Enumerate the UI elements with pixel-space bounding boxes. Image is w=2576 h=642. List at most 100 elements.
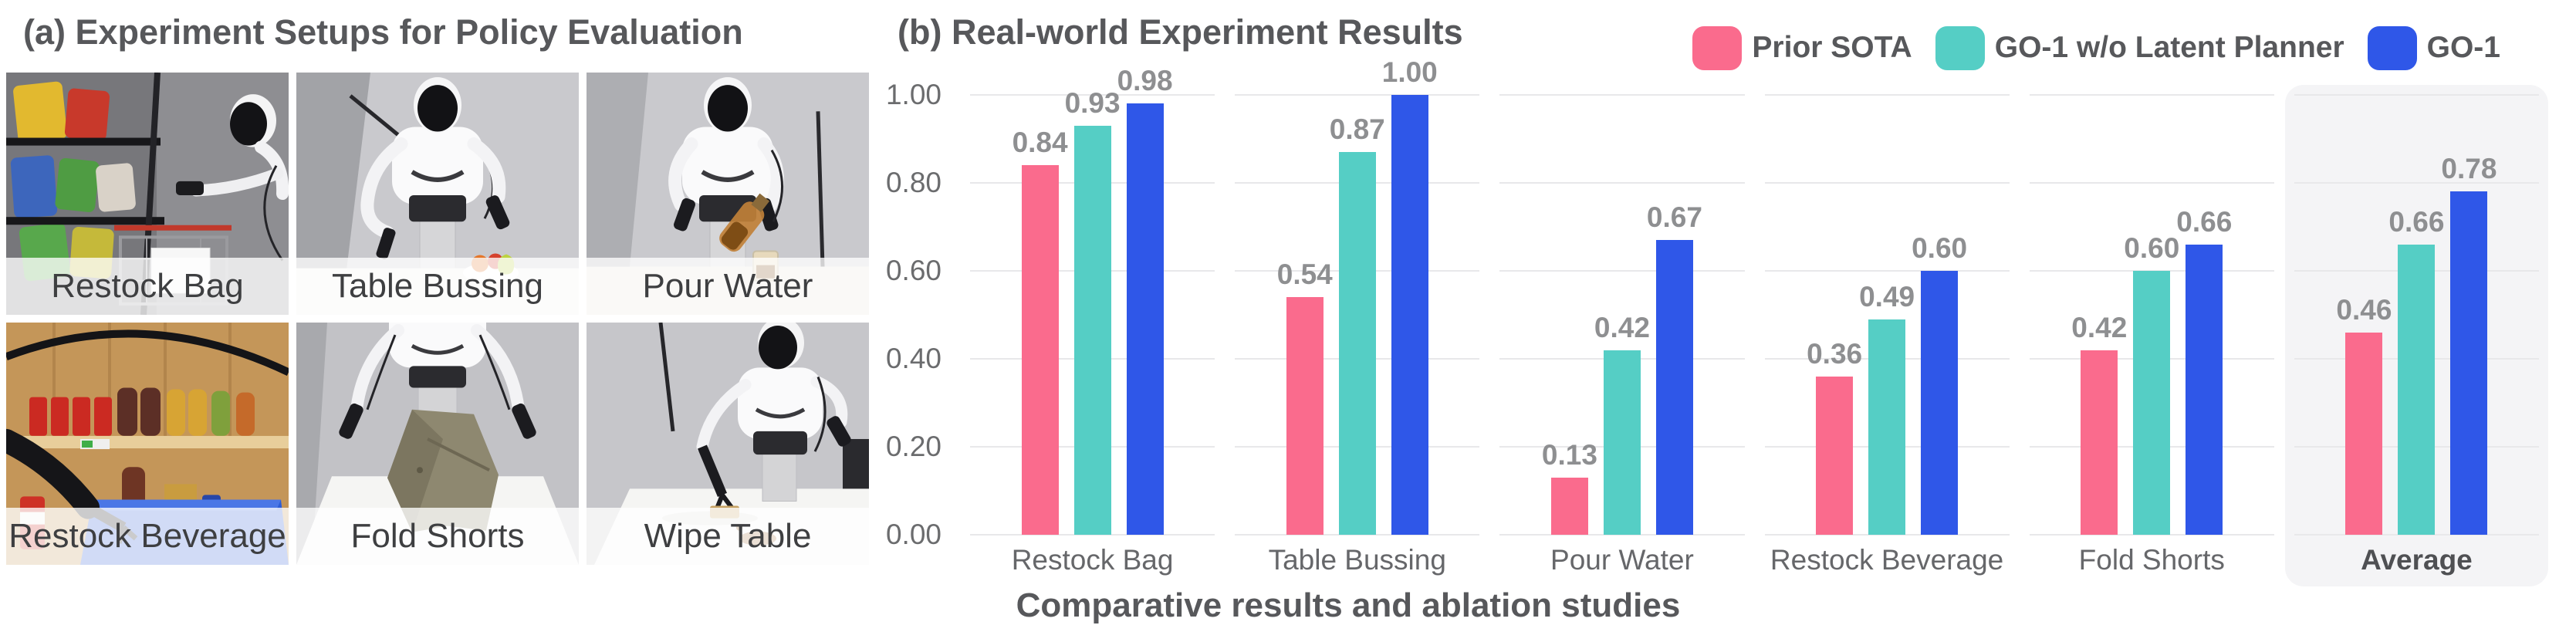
bar-prior-sota-fold-shorts: 0.42 bbox=[2071, 312, 2127, 535]
bar-go-1-w-o-latent-planner-pour-water: 0.42 bbox=[1594, 312, 1650, 535]
value-label: 0.66 bbox=[2388, 205, 2445, 238]
setup-label: Fold Shorts bbox=[296, 508, 579, 565]
gridline bbox=[2294, 182, 2540, 184]
category-label: Table Bussing bbox=[1268, 544, 1446, 576]
gridline bbox=[1499, 534, 1745, 536]
bar-go-1-pour-water: 0.67 bbox=[1647, 201, 1702, 535]
value-label: 0.42 bbox=[1594, 311, 1650, 343]
value-label: 0.36 bbox=[1807, 337, 1863, 370]
gridline bbox=[2029, 534, 2274, 536]
y-tick-label: 0.80 bbox=[885, 167, 941, 198]
category-group-average: 0.46 0.66 0.78 Average bbox=[2294, 94, 2540, 576]
legend-label: GO-1 bbox=[2426, 31, 2500, 64]
setup-label: Restock Bag bbox=[6, 258, 289, 315]
value-label: 0.78 bbox=[2441, 153, 2497, 185]
category-group-restock-bag: 0.84 0.93 0.98 Restock Bag bbox=[970, 65, 1215, 576]
category-label: Average bbox=[2361, 544, 2473, 576]
bar-prior-sota-pour-water: 0.13 bbox=[1542, 439, 1597, 535]
value-label: 1.00 bbox=[1381, 56, 1438, 88]
bar-go-1-w-o-latent-planner-fold-shorts: 0.60 bbox=[2124, 232, 2179, 535]
bar-prior-sota-restock-bag: 0.84 bbox=[1012, 127, 1068, 535]
value-label: 0.42 bbox=[2071, 311, 2128, 343]
bar-chart-plot: 0.84 0.93 0.98 Restock Bag 0.54 0.87 1.00 Table… bbox=[970, 56, 2540, 576]
setup-photo-pour-water: Pour Water bbox=[587, 73, 869, 315]
value-label: 0.13 bbox=[1541, 438, 1597, 471]
y-tick-label: 1.00 bbox=[885, 79, 941, 110]
bar-go-1-w-o-latent-planner-restock-bag: 0.93 bbox=[1065, 87, 1121, 535]
bars: 0.54 0.87 1.00 bbox=[1235, 56, 1479, 535]
value-label: 0.60 bbox=[1912, 232, 1968, 264]
bar-go-1-w-o-latent-planner-restock-beverage: 0.49 bbox=[1859, 281, 1915, 535]
bar-prior-sota-average: 0.46 bbox=[2336, 294, 2392, 535]
category-label: Restock Beverage bbox=[1770, 544, 2004, 576]
value-label: 0.67 bbox=[1646, 201, 1702, 234]
figure-caption: Comparative results and ablation studies bbox=[1016, 586, 1681, 624]
bar-go-1-fold-shorts: 0.66 bbox=[2176, 206, 2232, 535]
bar-go-1-restock-bag: 0.98 bbox=[1117, 65, 1173, 535]
bars: 0.36 0.49 0.60 bbox=[1765, 232, 2010, 535]
setup-photo-fold-shorts: Fold Shorts bbox=[296, 323, 579, 565]
bars: 0.84 0.93 0.98 bbox=[970, 65, 1215, 535]
gridline bbox=[1499, 94, 1745, 96]
gridline bbox=[1499, 270, 1745, 272]
gridline bbox=[1235, 534, 1480, 536]
gridline bbox=[1235, 94, 1480, 96]
legend-swatch-icon bbox=[1935, 25, 1985, 70]
bar-go-1-restock-beverage: 0.60 bbox=[1912, 232, 1967, 535]
setup-photo-wipe-table: Wipe Table bbox=[587, 323, 869, 565]
experiment-setup-grid: Restock Bag Table Bussing Pour Water bbox=[6, 73, 869, 565]
value-label: 0.98 bbox=[1117, 65, 1173, 97]
bar-go-1-table-bussing: 1.00 bbox=[1382, 56, 1438, 535]
category-group-pour-water: 0.13 0.42 0.67 Pour Water bbox=[1499, 94, 1745, 576]
category-group-table-bussing: 0.54 0.87 1.00 Table Bussing bbox=[1235, 56, 1480, 576]
legend-swatch-icon bbox=[1692, 25, 1743, 70]
legend-label: GO-1 w/o Latent Planner bbox=[1994, 31, 2344, 64]
setup-label: Restock Beverage bbox=[6, 508, 289, 565]
category-label: Fold Shorts bbox=[2078, 544, 2225, 576]
y-tick-label: 0.20 bbox=[885, 431, 941, 462]
y-tick-label: 0.60 bbox=[885, 255, 941, 286]
legend-swatch-icon bbox=[2367, 25, 2417, 70]
gridline bbox=[2029, 94, 2274, 96]
category-label: Pour Water bbox=[1550, 544, 1694, 576]
bars: 0.42 0.60 0.66 bbox=[2030, 206, 2274, 535]
gridline bbox=[1764, 534, 2010, 536]
value-label: 0.87 bbox=[1329, 113, 1385, 146]
setup-label: Table Bussing bbox=[296, 258, 579, 315]
setup-photo-restock-beverage: Restock Beverage bbox=[6, 323, 289, 565]
bar-go-1-w-o-latent-planner-average: 0.66 bbox=[2388, 206, 2444, 535]
category-label: Restock Bag bbox=[1011, 544, 1174, 576]
value-label: 0.60 bbox=[2124, 232, 2180, 264]
gridline bbox=[970, 94, 1215, 96]
photo-restock-bag bbox=[6, 73, 289, 315]
panel-a-title: (a) Experiment Setups for Policy Evaluat… bbox=[23, 12, 743, 52]
bar-prior-sota-restock-beverage: 0.36 bbox=[1807, 338, 1862, 535]
legend-item-go-1: GO-1 bbox=[2367, 25, 2500, 70]
legend-item-prior-sota: Prior SOTA bbox=[1692, 25, 1912, 70]
gridline bbox=[2294, 94, 2540, 96]
legend-label: Prior SOTA bbox=[1752, 31, 1912, 64]
gridline bbox=[2029, 182, 2274, 184]
bars: 0.46 0.66 0.78 bbox=[2294, 153, 2539, 535]
value-label: 0.49 bbox=[1859, 280, 1915, 313]
bar-prior-sota-table-bussing: 0.54 bbox=[1277, 258, 1333, 535]
legend: Prior SOTA GO-1 w/o Latent Planner GO-1 bbox=[1692, 23, 2500, 73]
setup-photo-restock-bag: Restock Bag bbox=[6, 73, 289, 315]
setup-photo-table-bussing: Table Bussing bbox=[296, 73, 579, 315]
gridline bbox=[970, 534, 1215, 536]
panel-b-title: (b) Real-world Experiment Results bbox=[898, 12, 1463, 52]
setup-label: Wipe Table bbox=[587, 508, 869, 565]
value-label: 0.66 bbox=[2176, 205, 2233, 238]
gridline bbox=[1764, 182, 2010, 184]
y-tick-label: 0.00 bbox=[885, 519, 941, 550]
value-label: 0.84 bbox=[1012, 127, 1068, 159]
bar-go-1-w-o-latent-planner-table-bussing: 0.87 bbox=[1330, 113, 1385, 535]
y-tick-label: 0.40 bbox=[885, 343, 941, 374]
value-label: 0.54 bbox=[1276, 258, 1333, 291]
value-label: 0.46 bbox=[2336, 293, 2392, 326]
gridline bbox=[1499, 182, 1745, 184]
legend-item-go-1-w-o-latent-planner: GO-1 w/o Latent Planner bbox=[1935, 25, 2344, 70]
gridline bbox=[1764, 270, 2010, 272]
bar-go-1-average: 0.78 bbox=[2441, 153, 2497, 535]
setup-label: Pour Water bbox=[587, 258, 869, 315]
